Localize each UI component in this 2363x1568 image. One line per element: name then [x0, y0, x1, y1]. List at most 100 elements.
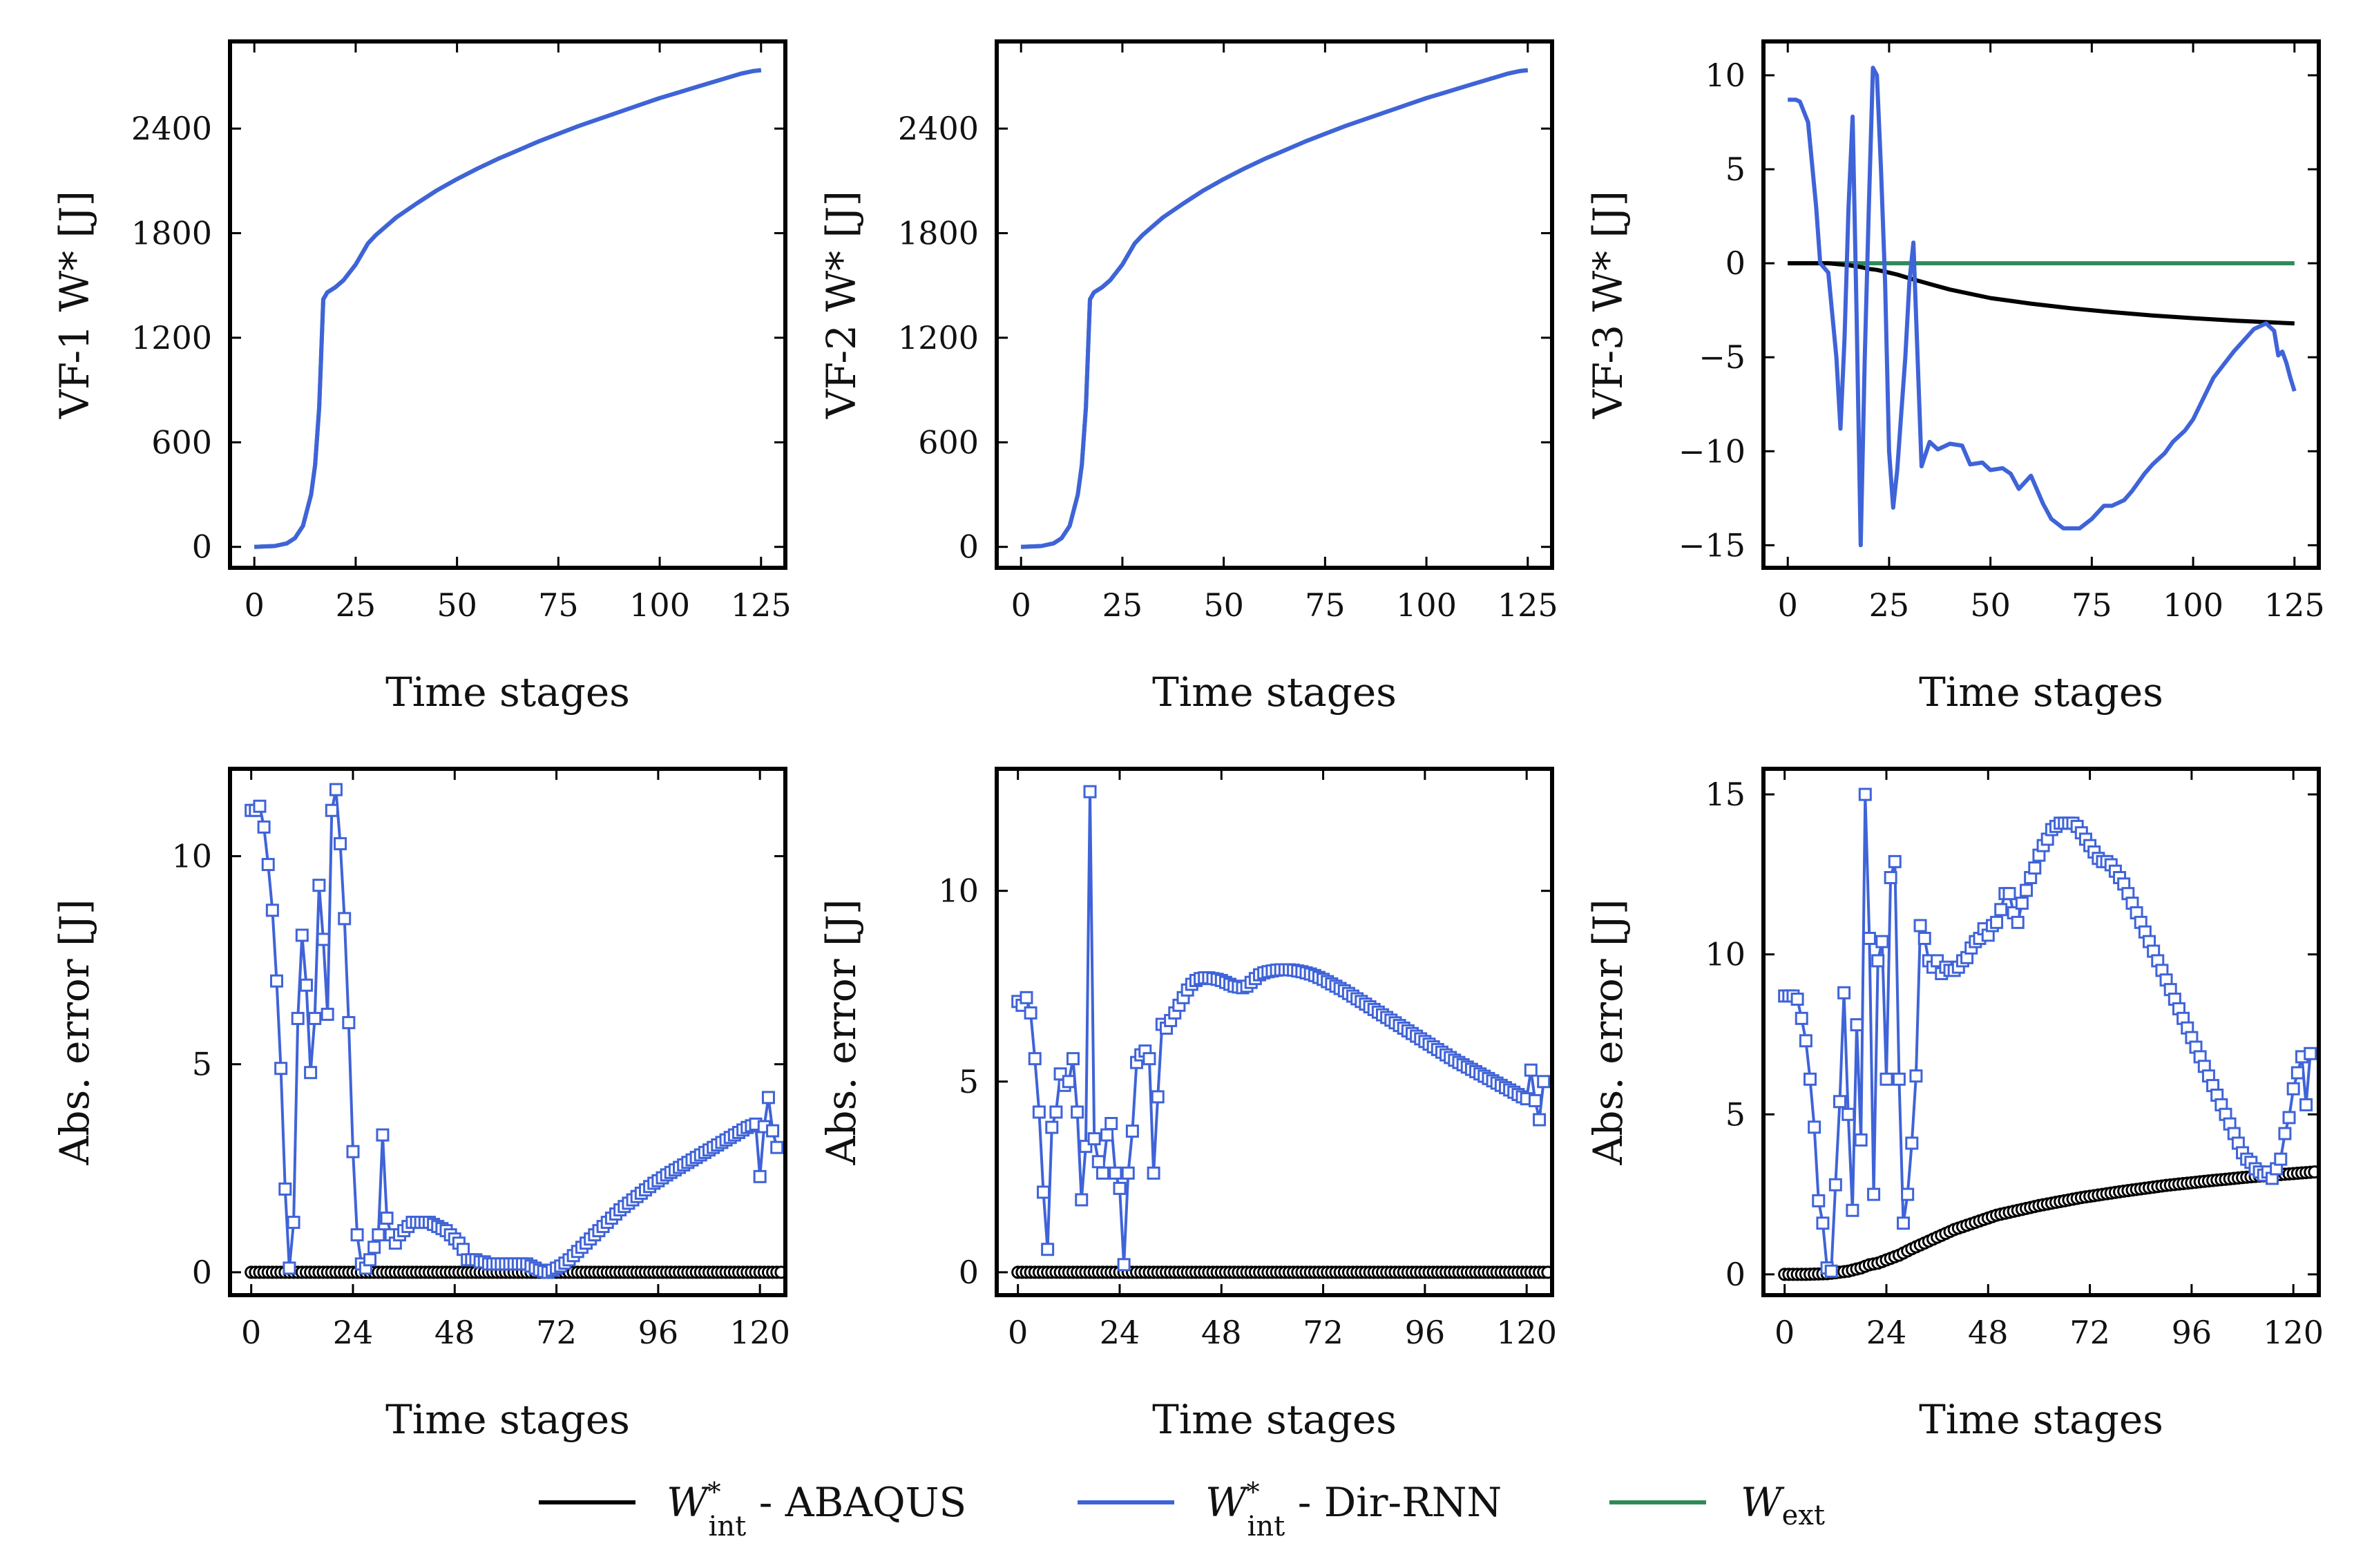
data-point-rnn [1062, 1075, 1075, 1089]
y-tick-label: 0 [959, 1254, 979, 1291]
data-point-rnn [1858, 787, 1872, 801]
data-point-rnn [1087, 1132, 1101, 1146]
data-point-rnn [304, 1066, 318, 1080]
series-line-rnn [1788, 66, 2297, 548]
x-axis-label: Time stages [1152, 1396, 1397, 1443]
data-point-rnn [334, 836, 347, 850]
data-point-rnn [270, 974, 284, 988]
data-point-rnn [2002, 887, 2016, 901]
data-point-rnn [1096, 1166, 1109, 1180]
data-point-abaqus [774, 1265, 785, 1279]
x-tick-label: 120 [1496, 1314, 1557, 1351]
x-axis-label: Time stages [1919, 669, 2163, 716]
data-point-rnn [1901, 1187, 1915, 1201]
y-tick-label: 15 [1705, 776, 1745, 813]
data-point-rnn [1862, 932, 1876, 946]
x-tick-label: 72 [536, 1314, 577, 1351]
data-point-rnn [1528, 1093, 1542, 1107]
x-tick-label: 25 [1869, 586, 1910, 624]
data-point-rnn [2028, 861, 2042, 875]
data-point-rnn [1875, 935, 1889, 948]
data-point-rnn [265, 903, 279, 917]
data-point-rnn [2020, 883, 2034, 897]
y-tick-label: 0 [1725, 1256, 1745, 1293]
x-tick-label: 100 [1396, 586, 1457, 624]
data-point-rnn [1867, 1187, 1881, 1201]
data-point-rnn [257, 820, 271, 834]
data-point-rnn [1151, 1090, 1165, 1104]
data-point-rnn [1537, 1075, 1551, 1089]
y-tick-label: 5 [1725, 1096, 1745, 1133]
legend-label-rnn: W* int - Dir-RNN [1205, 1477, 1502, 1542]
data-point-rnn [321, 1007, 334, 1021]
y-tick-label: 1800 [898, 215, 979, 252]
axes-frame [995, 767, 1554, 1297]
legend-label-abaqus: W* int - ABAQUS [667, 1477, 966, 1542]
data-point-rnn [1837, 986, 1851, 1000]
y-tick-label: 1800 [131, 215, 212, 252]
data-point-rnn [2015, 897, 2029, 910]
panel-4: 0 24 48 72 96 120 0 5 10 Time stages Abs. error [J… [51, 767, 790, 1443]
y-tick-label: −5 [1699, 338, 1745, 376]
data-point-rnn [1795, 1011, 1808, 1025]
x-tick-label: 48 [1201, 1314, 1242, 1351]
y-tick-label: 0 [192, 528, 212, 566]
y-tick-label: 0 [959, 528, 979, 566]
data-point-rnn [1850, 1018, 1864, 1032]
data-point-rnn [261, 858, 275, 872]
y-tick-label: 5 [959, 1063, 979, 1100]
data-point-rnn [274, 1062, 288, 1075]
data-point-rnn [1104, 1117, 1118, 1131]
data-point-rnn [1071, 1105, 1084, 1119]
data-point-rnn [342, 1015, 356, 1029]
data-point-rnn [1020, 991, 1033, 1004]
data-point-rnn [1913, 919, 1927, 933]
data-point-rnn [761, 1091, 775, 1105]
y-axis-label: VF-2 W* [J] [818, 191, 865, 419]
y-tick-label: 0 [192, 1254, 212, 1291]
x-tick-label: 120 [2263, 1314, 2324, 1351]
data-point-rnn [1917, 932, 1931, 946]
series-line-abaqus [1788, 261, 2295, 326]
panel-2: 0 25 50 75 100 125 0 600 1200 1800 2400 Time stages… [818, 39, 1558, 716]
x-axis-label: Time stages [1152, 669, 1397, 716]
x-tick-label: 75 [538, 586, 579, 624]
data-point-rnn [1121, 1166, 1135, 1180]
y-axis-label: Abs. error [J] [818, 899, 865, 1165]
data-point-rnn [325, 803, 338, 817]
data-point-rnn [2011, 915, 2025, 929]
y-tick-label: −15 [1678, 526, 1745, 564]
x-tick-label: 0 [1011, 586, 1031, 624]
y-tick-label: 0 [1725, 245, 1745, 282]
x-tick-label: 96 [638, 1314, 679, 1351]
data-point-rnn [770, 1140, 784, 1154]
data-point-rnn [2282, 1111, 2296, 1125]
data-point-rnn [312, 879, 326, 892]
data-point-rnn [1871, 954, 1885, 968]
data-point-rnn [1100, 1128, 1114, 1142]
data-point-rnn [1142, 1052, 1156, 1066]
x-tick-label: 125 [731, 586, 792, 624]
x-tick-label: 125 [1498, 586, 1558, 624]
y-tick-label: 600 [918, 423, 979, 461]
data-point-rnn [295, 928, 309, 942]
series-line-ext [1021, 68, 1529, 549]
y-tick-label: 2400 [131, 110, 212, 147]
data-point-rnn [299, 978, 313, 992]
x-tick-label: 0 [1008, 1314, 1028, 1351]
data-point-rnn [1833, 1095, 1846, 1109]
data-point-rnn [316, 933, 330, 946]
series-line-rnn [254, 68, 762, 549]
x-tick-label: 72 [1303, 1314, 1343, 1351]
data-point-rnn [350, 1228, 364, 1242]
data-point-rnn [1990, 915, 2004, 929]
legend-label-ext: Wext [1741, 1479, 1825, 1531]
series-line-rnn [251, 788, 778, 1274]
data-point-rnn [2286, 1082, 2300, 1096]
data-point-rnn [1854, 1133, 1868, 1147]
data-point-rnn [1888, 854, 1902, 868]
data-point-rnn [1884, 870, 1897, 884]
x-tick-label: 25 [336, 586, 376, 624]
data-point-rnn [1812, 1194, 1826, 1207]
